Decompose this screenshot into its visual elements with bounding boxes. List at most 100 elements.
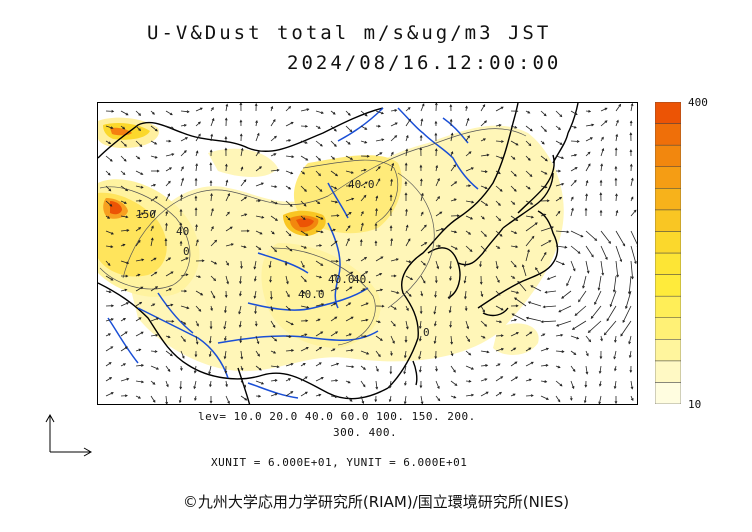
wind-vector-head — [497, 279, 500, 283]
wind-vector-head — [224, 370, 228, 374]
chart-title-variable: U-V&Dust total m/s&ug/m3 JST — [147, 22, 552, 44]
wind-vector-head — [559, 383, 563, 387]
colorbar-swatch — [655, 166, 681, 189]
wind-vector-arrow — [105, 200, 112, 207]
wind-vector-arrow — [300, 391, 308, 397]
wind-vector-head — [239, 281, 242, 285]
wind-vector-arrow — [480, 350, 489, 353]
wind-vector-arrow — [225, 380, 228, 387]
wind-vector-head — [374, 399, 378, 403]
wind-vector-head — [124, 346, 128, 350]
wind-vector-arrow — [285, 185, 291, 190]
wind-vector-head — [375, 207, 378, 211]
wind-vector-head — [420, 118, 424, 122]
wind-vector-arrow — [150, 238, 153, 247]
wind-vector-head — [239, 293, 242, 297]
wind-vector-head — [208, 371, 211, 375]
wind-vector-head — [195, 163, 199, 167]
wind-vector-head — [210, 133, 214, 137]
wind-vector-head — [590, 316, 594, 319]
wind-vector-head — [257, 199, 261, 203]
wind-vector-arrow — [540, 226, 554, 232]
wind-vector-arrow — [225, 243, 234, 247]
wind-vector-head — [318, 158, 322, 161]
wind-vector-head — [389, 225, 393, 229]
wind-vector-arrow — [240, 260, 242, 269]
wind-vector-head — [304, 391, 308, 395]
wind-vector-arrow — [150, 395, 156, 403]
wind-vector-head — [629, 370, 633, 373]
wind-vector-arrow — [239, 275, 242, 284]
wind-vector-head — [244, 213, 248, 217]
wind-vector-head — [183, 150, 187, 153]
wind-vector-arrow — [375, 152, 382, 157]
wind-vector-arrow — [495, 305, 504, 311]
wind-vector-arrow — [225, 164, 227, 172]
wind-vector-arrow — [420, 395, 423, 404]
wind-vector-head — [608, 241, 611, 244]
wind-vector-head — [347, 238, 350, 242]
wind-vector-head — [180, 194, 183, 198]
wind-vector-arrow — [570, 380, 575, 389]
wind-vector-head — [434, 356, 438, 360]
wind-vector-arrow — [300, 230, 308, 236]
wind-vector-head — [179, 386, 183, 390]
wind-vector-arrow — [465, 245, 473, 252]
rivers — [107, 107, 479, 399]
wind-vector-head — [305, 157, 309, 161]
wind-vector-arrow — [570, 208, 574, 217]
colorbar-swatch — [655, 274, 681, 297]
wind-vector-arrow — [315, 245, 322, 247]
wind-vector-head — [435, 368, 438, 372]
wind-vector-head — [466, 117, 470, 121]
wind-vector-arrow — [585, 230, 597, 241]
wind-vector-head — [320, 263, 324, 266]
wind-vector-arrow — [165, 365, 171, 372]
wind-vector-head — [155, 333, 159, 337]
wind-vector-head — [350, 348, 354, 352]
wind-vector-head — [211, 207, 214, 212]
wind-vector-head — [622, 319, 626, 323]
wind-vector-arrow — [585, 180, 588, 187]
wind-vector-head — [214, 261, 218, 265]
wind-vector-head — [306, 108, 310, 111]
wind-vector-head — [418, 356, 421, 360]
wind-vector-head — [253, 278, 257, 282]
wind-vector-arrow — [495, 230, 503, 237]
wind-vector-head — [500, 106, 504, 110]
wind-vector-head — [108, 141, 112, 144]
wind-vector-head — [304, 333, 308, 337]
wind-vector-arrow — [578, 290, 587, 302]
wind-vector-head — [289, 248, 293, 252]
wind-vector-head — [154, 196, 158, 199]
wind-vector-arrow — [255, 166, 262, 172]
wind-vector-arrow — [555, 125, 561, 130]
wind-vector-head — [141, 212, 145, 216]
wind-vector-head — [377, 166, 381, 170]
wind-vector-head — [418, 338, 422, 342]
wind-vector-arrow — [135, 301, 142, 307]
wind-vector-arrow — [450, 365, 456, 373]
wind-vector-head — [603, 332, 607, 336]
wind-vector-head — [615, 209, 619, 213]
wind-vector-arrow — [120, 331, 128, 337]
wind-vector-head — [223, 326, 227, 330]
wind-vector-arrow — [254, 260, 257, 269]
wind-vector-arrow — [525, 347, 531, 352]
wind-vector-head — [209, 384, 212, 388]
wind-vector-head — [381, 304, 385, 308]
wind-vector-arrow — [585, 194, 588, 202]
wind-vector-arrow — [540, 348, 549, 352]
wind-vector-head — [273, 153, 277, 156]
wind-vector-arrow — [450, 380, 458, 386]
wind-vector-head — [256, 341, 260, 345]
wind-vector-head — [630, 398, 634, 402]
wind-vector-arrow — [510, 290, 519, 294]
wind-vector-arrow — [450, 198, 457, 202]
wind-vector-head — [542, 333, 546, 337]
wind-vector-arrow — [450, 181, 457, 187]
wind-vector-head — [125, 188, 129, 192]
wind-vector-head — [211, 107, 214, 110]
wind-vector-head — [497, 171, 501, 175]
wind-vector-head — [348, 333, 352, 337]
